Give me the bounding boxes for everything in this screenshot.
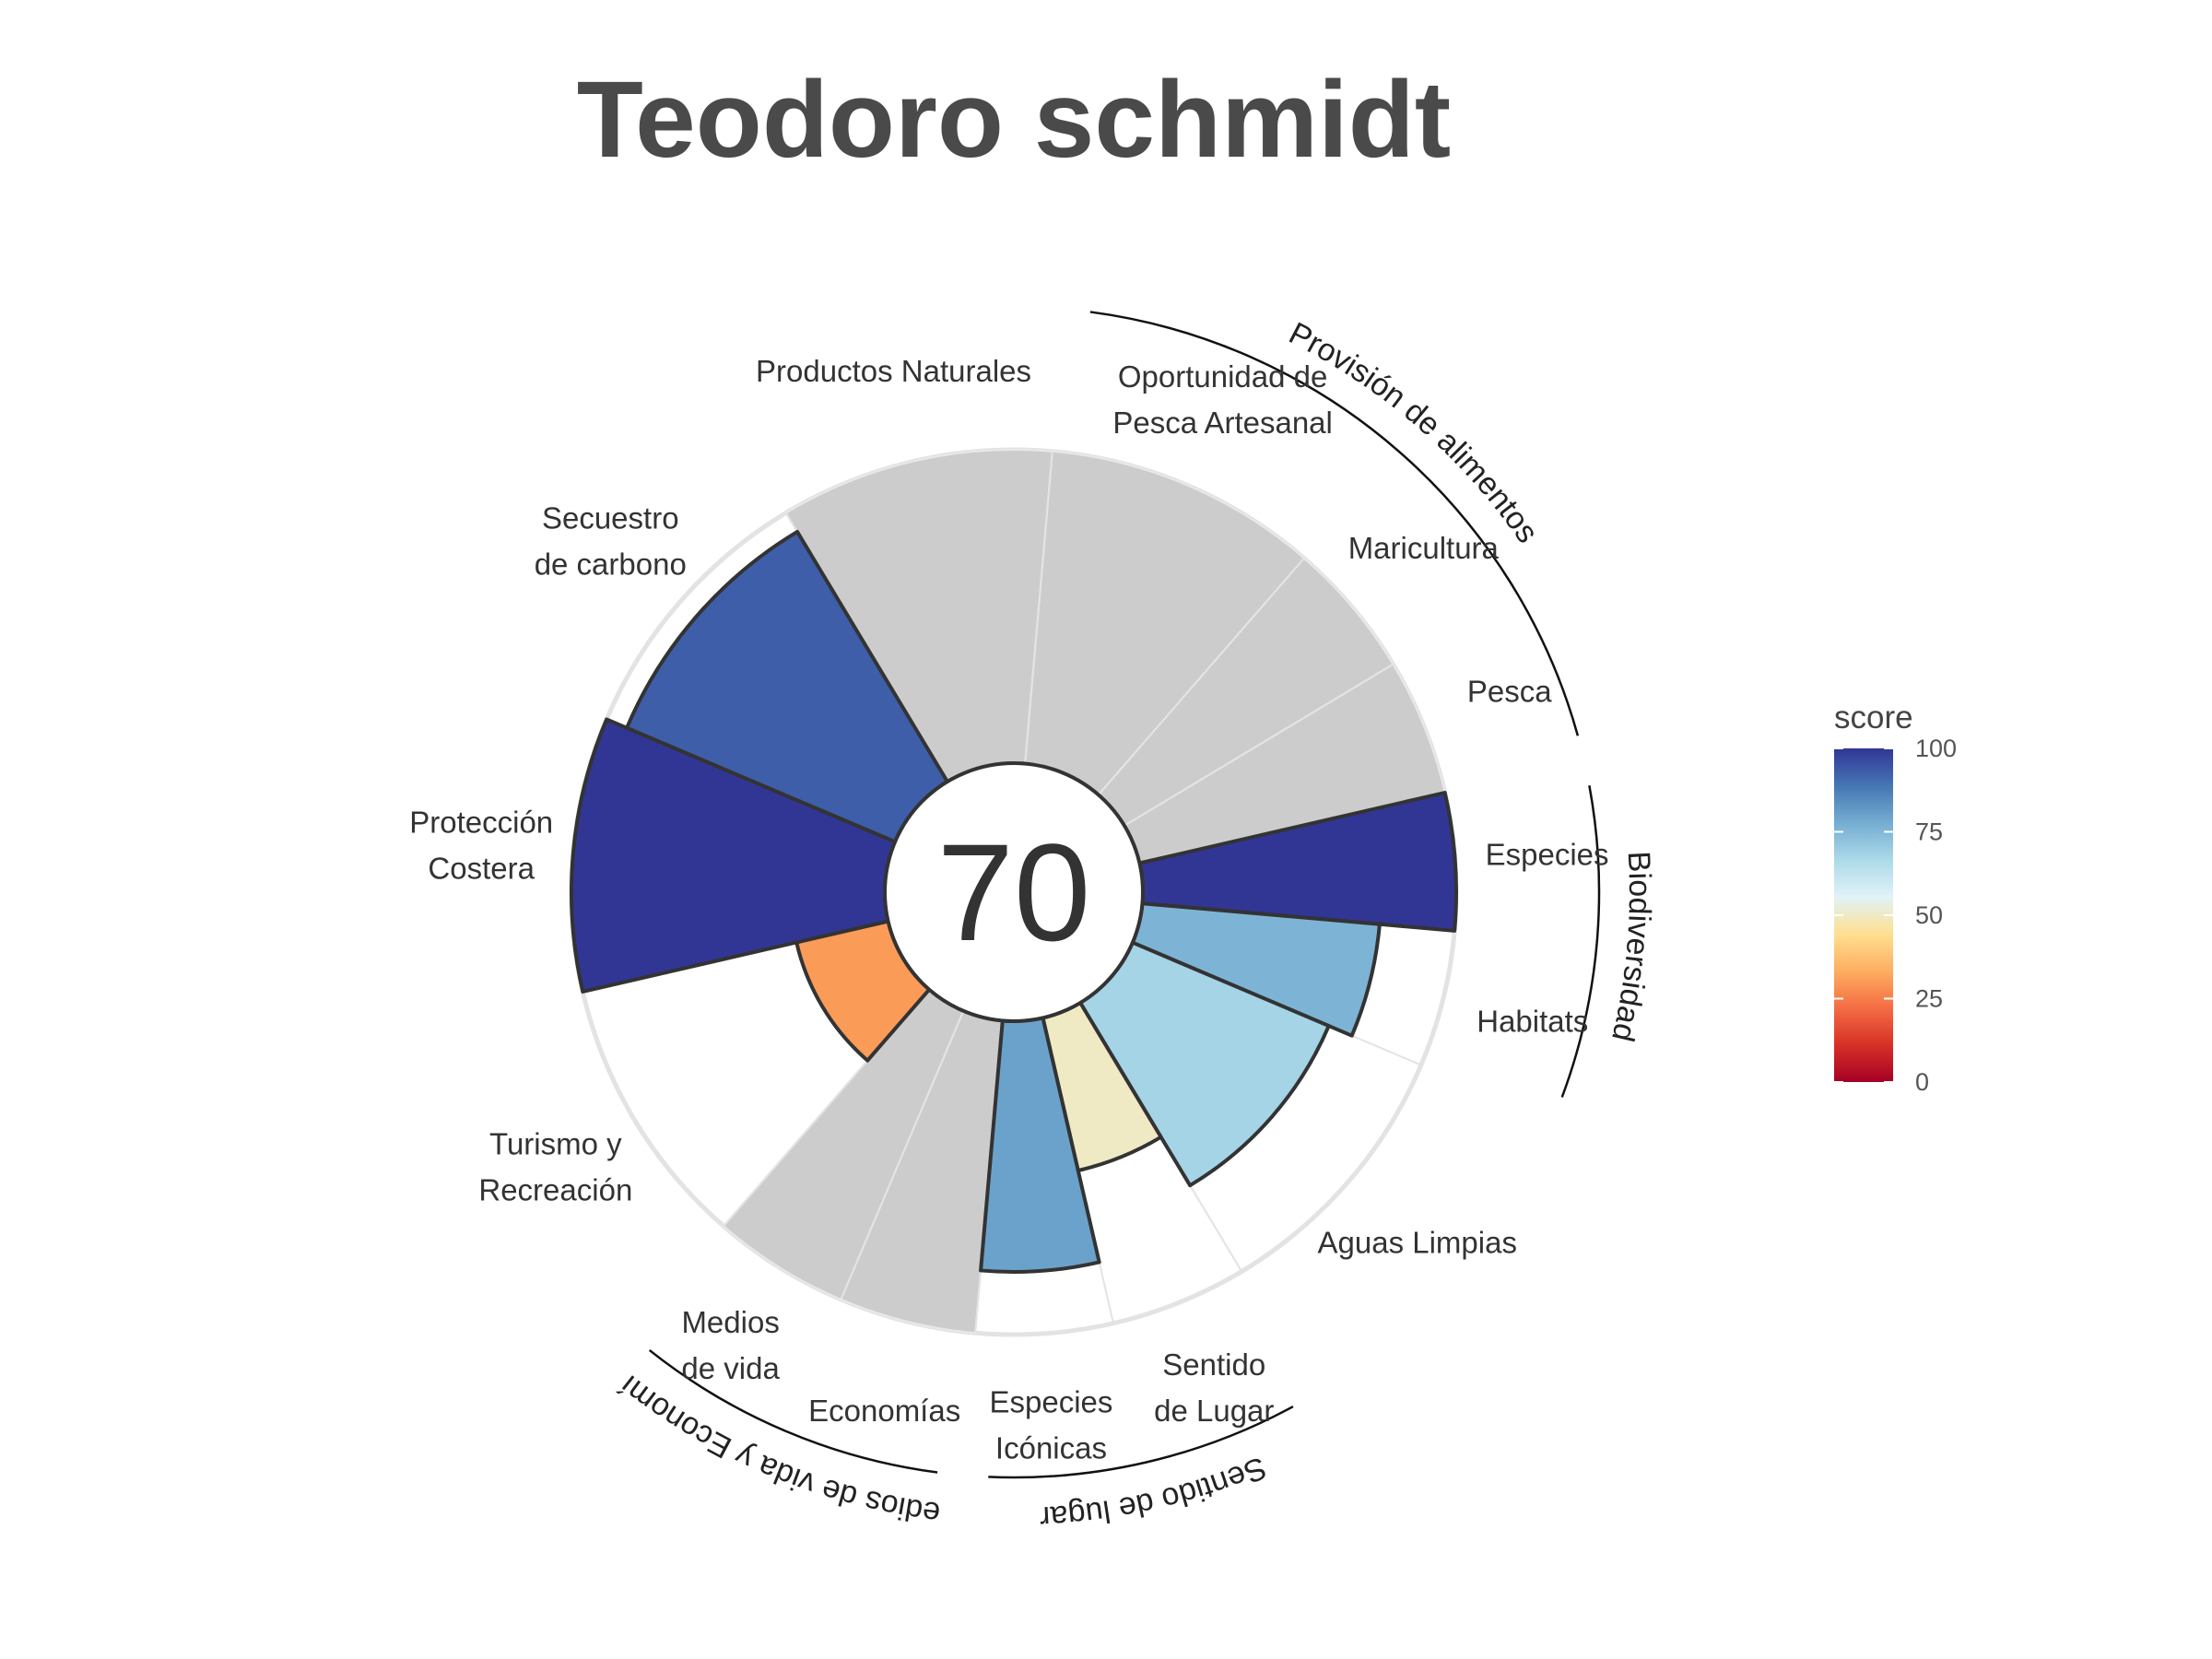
legend-tick-label: 25	[1915, 985, 1943, 1013]
group-arc	[1560, 785, 1601, 1098]
group-arc	[1089, 311, 1580, 736]
legend-tick-label: 50	[1915, 901, 1943, 929]
petal-divider	[1124, 663, 1394, 827]
legend-tick-label: 100	[1915, 735, 1957, 762]
goal-label: Oportunidad de Pesca Artesanal	[1112, 359, 1332, 440]
legend-ticks: 0 25 50 75 100	[1834, 735, 1957, 1096]
goal-label: Habitats	[1477, 1004, 1588, 1038]
goal-label: Turismo y Recreación	[478, 1127, 632, 1207]
goal-label: Medios de vida	[681, 1305, 780, 1385]
legend-title: score	[1834, 700, 1913, 735]
group-arc	[648, 1348, 938, 1474]
legend-tick-label: 0	[1915, 1068, 1929, 1096]
legend-tick-label: 75	[1915, 818, 1943, 846]
goal-label: Sentido de Lugar	[1154, 1347, 1274, 1428]
goal-label: Secuestro de carbono	[535, 500, 687, 581]
center-score: 70	[937, 815, 1091, 970]
center-circle	[883, 761, 1145, 1023]
goal-label: Especies Icónicas	[990, 1385, 1113, 1465]
legend-colorbar	[1834, 748, 1893, 1082]
goal-label: Aguas Limpias	[1318, 1226, 1517, 1260]
goal-label: Maricultura	[1348, 531, 1500, 565]
group-arc	[988, 1405, 1294, 1479]
petals	[569, 447, 1459, 1337]
goal-labels: Productos Naturales Oportunidad de Pesca A…	[409, 354, 1608, 1465]
petal-divider	[1098, 558, 1305, 795]
goal-label: Protección Costera	[409, 805, 553, 885]
chart-title: Teodoro schmidt	[577, 59, 1451, 181]
goal-label: Pesca	[1467, 675, 1552, 709]
goal-label: Especies	[1486, 838, 1609, 872]
petal-divider	[840, 1010, 965, 1300]
legend: score 0 25 50 75 100	[1834, 700, 1957, 1096]
goal-label: Productos Naturales	[756, 354, 1031, 388]
goal-label: Economías	[808, 1394, 960, 1428]
petal-divider	[1024, 451, 1053, 764]
group-label: Biodiversidad	[1605, 851, 1657, 1045]
